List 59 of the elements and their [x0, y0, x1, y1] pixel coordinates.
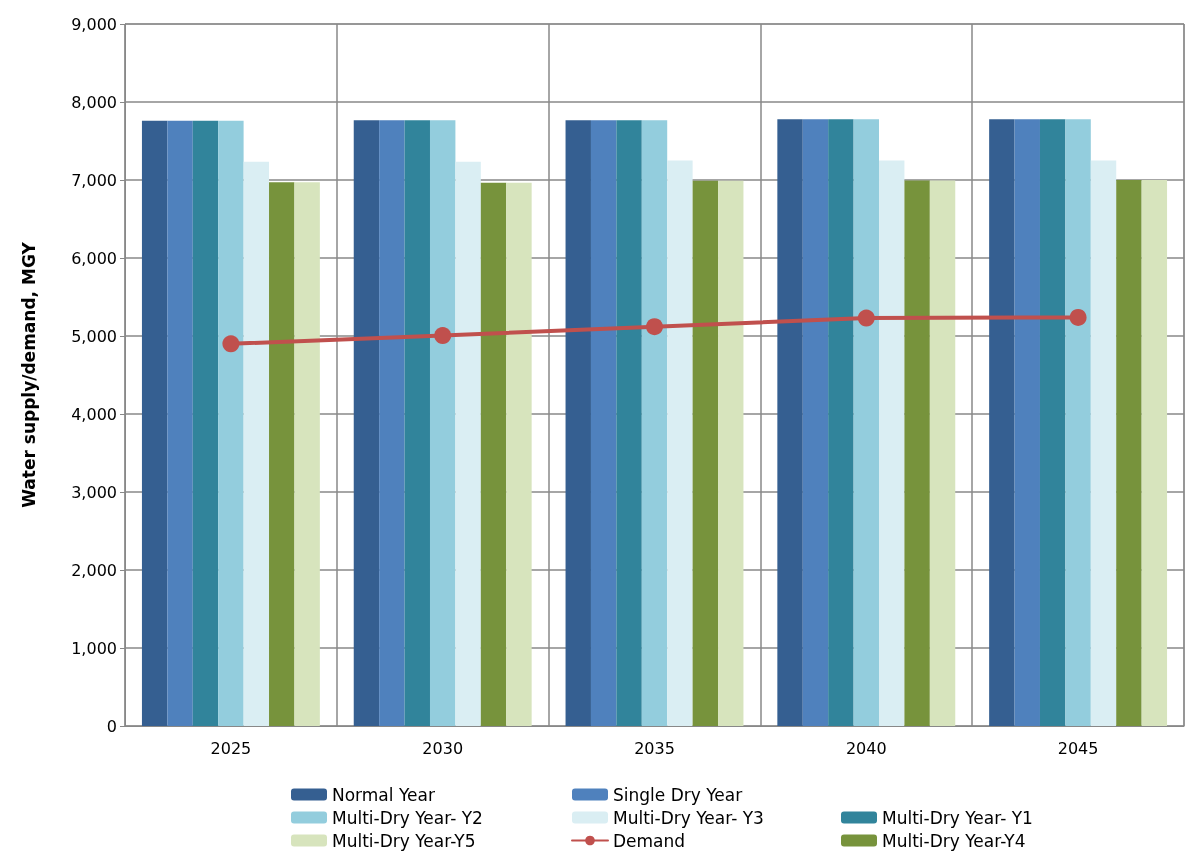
- bar: [1065, 119, 1091, 726]
- legend-label: Multi-Dry Year-Y4: [882, 830, 1026, 851]
- y-tick-label: 1,000: [71, 638, 117, 658]
- y-tick-label: 2,000: [71, 560, 117, 580]
- legend-label: Demand: [613, 830, 686, 851]
- y-tick-label: 5,000: [71, 326, 117, 346]
- bar: [929, 180, 956, 726]
- legend-label: Multi-Dry Year- Y3: [613, 807, 764, 828]
- x-tick-label: 2025: [210, 738, 252, 758]
- legend-label: Single Dry Year: [613, 784, 743, 805]
- bar: [1141, 180, 1168, 726]
- bar: [565, 120, 591, 726]
- bar: [141, 120, 168, 726]
- bar: [1116, 180, 1142, 726]
- y-tick-label: 8,000: [71, 92, 117, 112]
- bar: [879, 160, 905, 726]
- bar: [455, 161, 481, 726]
- bar: [480, 182, 507, 726]
- y-tick-label: 7,000: [71, 170, 117, 190]
- bar: [167, 120, 193, 726]
- y-tick-label: 3,000: [71, 482, 117, 502]
- x-tick-label: 2045: [1057, 738, 1099, 758]
- bar: [1014, 119, 1040, 726]
- bar: [404, 120, 430, 726]
- bar: [192, 120, 219, 726]
- bar: [777, 119, 803, 726]
- y-tick-label: 4,000: [71, 404, 117, 424]
- legend-label: Multi-Dry Year- Y1: [882, 807, 1033, 828]
- bar: [218, 120, 244, 726]
- bar: [692, 180, 719, 726]
- bar: [616, 120, 642, 726]
- x-tick-label: 2030: [422, 738, 464, 758]
- bar: [802, 119, 829, 726]
- bar: [379, 120, 405, 726]
- x-tick-label: 2035: [634, 738, 675, 758]
- legend-label: Multi-Dry Year-Y5: [332, 830, 476, 851]
- bar: [1039, 119, 1066, 726]
- x-tick-label: 2040: [845, 738, 887, 758]
- bar: [269, 182, 295, 726]
- bar: [989, 119, 1015, 726]
- bar: [590, 120, 617, 726]
- bar: [828, 119, 854, 726]
- bar: [429, 120, 456, 726]
- bar: [506, 182, 532, 726]
- bar: [243, 161, 270, 726]
- y-tick-label: 9,000: [71, 14, 117, 34]
- bar: [853, 119, 880, 726]
- legend-label: Normal Year: [332, 784, 435, 805]
- bar: [641, 120, 668, 726]
- legend-label: Multi-Dry Year- Y2: [332, 807, 483, 828]
- y-tick-label: 6,000: [71, 248, 117, 268]
- bar: [294, 182, 320, 726]
- bar: [904, 180, 930, 726]
- bar: [353, 120, 380, 726]
- bar: [718, 180, 744, 726]
- bar: [1090, 160, 1117, 726]
- y-tick-label: 0: [106, 716, 117, 736]
- y-axis-title: Water supply/demand, MGY: [18, 241, 39, 508]
- bar: [667, 160, 693, 726]
